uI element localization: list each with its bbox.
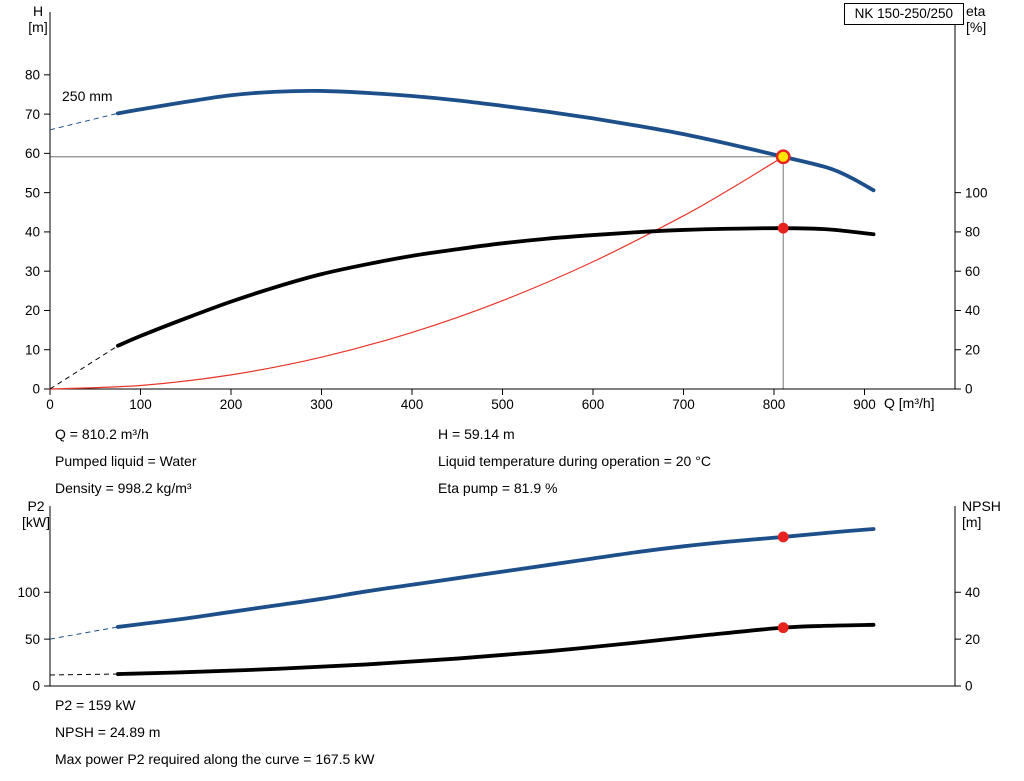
y-tick-label-right: 20 <box>965 342 980 357</box>
efficiency-curve <box>115 226 876 348</box>
p2-curve-dashed-extension <box>49 626 118 640</box>
y-tick-label-left: 70 <box>25 107 40 122</box>
y-tick-label-left: 60 <box>25 146 40 161</box>
efficiency-curve-dashed-extension <box>49 345 119 390</box>
system-curve <box>49 156 784 390</box>
x-tick-label: 300 <box>310 397 333 412</box>
npsh-axis-label: NPSH [m] <box>962 498 1014 530</box>
npsh-point-marker <box>777 622 789 634</box>
npsh-curve <box>115 622 876 676</box>
info-liquid-temperature: Liquid temperature during operation = 20… <box>438 453 711 469</box>
y-tick-label-right: 60 <box>965 264 980 279</box>
y-tick-label-left: 0 <box>32 382 40 397</box>
info-pumped-liquid: Pumped liquid = Water <box>55 453 197 469</box>
y-tick-label-right: 0 <box>965 679 973 694</box>
x-tick-label: 200 <box>220 397 243 412</box>
p2-point-marker <box>777 531 789 543</box>
x-tick-label: 600 <box>582 397 605 412</box>
head-curve-dashed-extension <box>49 112 118 131</box>
impeller-diameter-label: 250 mm <box>62 88 113 104</box>
pump-model-badge: NK 150-250/250 <box>843 3 964 25</box>
x-axis-label: Q [m³/h] <box>884 395 935 411</box>
h-axis-label: H [m] <box>20 3 56 35</box>
npsh-curve-dashed-extension <box>49 673 118 676</box>
x-tick-label: 700 <box>672 397 695 412</box>
eta-axis-label: eta [%] <box>966 3 1012 35</box>
y-tick-label-left: 50 <box>25 632 40 647</box>
info-head: H = 59.14 m <box>438 426 515 442</box>
result-p2: P2 = 159 kW <box>55 697 136 713</box>
y-tick-label-right: 80 <box>965 225 980 240</box>
eta-axis-label-unit: [%] <box>966 19 987 35</box>
eta-point-marker <box>777 222 789 234</box>
info-flow: Q = 810.2 m³/h <box>55 426 149 442</box>
x-tick-label: 500 <box>491 397 514 412</box>
info-eta-pump: Eta pump = 81.9 % <box>438 480 558 496</box>
npsh-axis-label-symbol: NPSH <box>962 498 1001 514</box>
y-tick-label-left: 20 <box>25 303 40 318</box>
y-tick-label-right: 40 <box>965 585 980 600</box>
y-tick-label-right: 40 <box>965 303 980 318</box>
y-tick-label-left: 40 <box>25 225 40 240</box>
info-density: Density = 998.2 kg/m³ <box>55 480 192 496</box>
h-axis-label-symbol: H <box>32 3 44 19</box>
y-tick-label-left: 50 <box>25 185 40 200</box>
head-curve <box>115 88 876 193</box>
y-tick-label-right: 0 <box>965 382 973 397</box>
x-tick-label: 100 <box>129 397 152 412</box>
y-tick-label-left: 0 <box>32 679 40 694</box>
y-tick-label-right: 100 <box>965 185 988 200</box>
result-npsh: NPSH = 24.89 m <box>55 724 161 740</box>
x-tick-label: 900 <box>853 397 876 412</box>
x-tick-label: 400 <box>401 397 424 412</box>
result-max-power: Max power P2 required along the curve = … <box>55 751 375 767</box>
duty-point-marker <box>775 149 791 165</box>
y-tick-label-left: 30 <box>25 264 40 279</box>
p2-curve <box>115 527 876 629</box>
p2-axis-label-symbol: P2 <box>27 498 45 514</box>
p2-axis-label: P2 [kW] <box>14 498 58 530</box>
h-axis-label-unit: [m] <box>28 19 48 35</box>
y-tick-label-left: 100 <box>17 585 40 600</box>
x-tick-label: 0 <box>46 397 54 412</box>
npsh-axis-label-unit: [m] <box>962 514 982 530</box>
y-tick-label-right: 20 <box>965 632 980 647</box>
p2-axis-label-unit: [kW] <box>22 514 50 530</box>
y-tick-label-left: 80 <box>25 68 40 83</box>
x-tick-label: 800 <box>763 397 786 412</box>
y-tick-label-left: 10 <box>25 342 40 357</box>
eta-axis-label-symbol: eta <box>966 3 986 19</box>
